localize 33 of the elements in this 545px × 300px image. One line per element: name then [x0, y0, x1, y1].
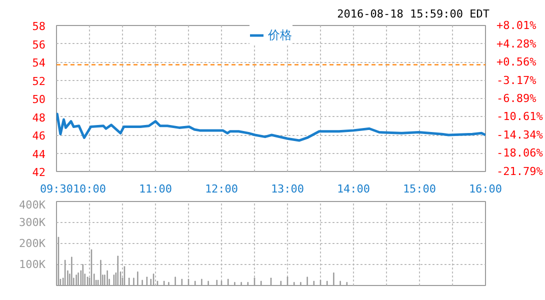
y-tick-label: 300K [19, 216, 46, 229]
x-tick-label: 12:00 [204, 182, 238, 196]
y-tick-label: 42 [32, 166, 46, 179]
x-tick-label: 11:00 [138, 182, 172, 196]
y2-tick-label: +4.28% [496, 37, 537, 50]
x-tick-label: 14:00 [336, 182, 370, 196]
x-tick-label: 16:00 [468, 182, 502, 196]
x-tick-label: 13:00 [270, 182, 304, 196]
y-tick-label: 100K [19, 258, 46, 271]
x-tick-label: 10:00 [72, 182, 106, 196]
y-tick-label: 58 [32, 20, 46, 33]
y2-tick-label: -3.17% [496, 74, 537, 87]
x-tick-label: 15:00 [402, 182, 436, 196]
x-tick-label: 09:30 [40, 182, 74, 196]
y-tick-label: 54 [32, 56, 46, 70]
y2-tick-label: -14.34% [496, 128, 544, 142]
y-tick-label: 52 [32, 74, 46, 88]
y-tick-label: 44 [32, 148, 46, 161]
y2-tick-label: +8.01% [496, 19, 537, 32]
y-tick-label: 48 [32, 111, 46, 124]
text: 2016-08-18 15:59:00 EDT [337, 8, 490, 20]
y-tick-label: 50 [32, 93, 46, 106]
line-series [56, 112, 486, 142]
y2-tick-label: -21.79% [496, 165, 544, 178]
y2-tick-label: +0.56% [496, 56, 537, 68]
y2-tick-label: -6.89% [496, 92, 537, 105]
y-tick-label: 200K [19, 237, 46, 250]
y2-tick-label: -18.06% [496, 146, 544, 160]
y2-tick-label: -10.61% [496, 110, 544, 124]
legend-label: 价格 [268, 26, 292, 44]
y-tick-label: 56 [32, 38, 46, 52]
y-tick-label: 400K [19, 198, 46, 212]
y-tick-label: 46 [32, 130, 46, 142]
